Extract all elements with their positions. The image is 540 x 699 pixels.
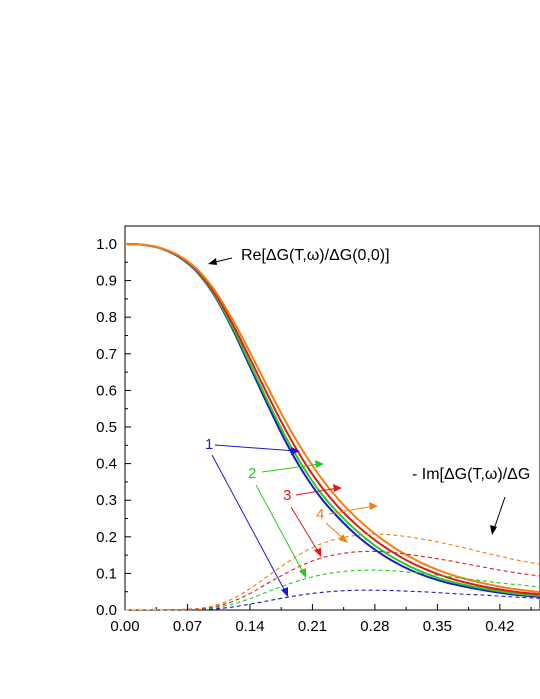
y-tick-label: 0.5 — [96, 419, 117, 436]
x-tick-label: 0.28 — [360, 618, 389, 635]
y-tick-label: 1.0 — [96, 236, 117, 253]
y-tick-label: 0.0 — [96, 602, 117, 619]
re-curve-3 — [124, 243, 540, 596]
label-3-arrowhead-a — [333, 484, 342, 492]
label-1-arrow-b — [211, 454, 287, 594]
y-tick-label: 0.3 — [96, 492, 117, 509]
label-3-arrow-b — [290, 506, 320, 554]
im-curve-4 — [124, 533, 540, 611]
im-arrow — [492, 496, 506, 533]
im-curve-2 — [124, 569, 540, 611]
re-curve-1 — [124, 243, 540, 598]
re-annotation: Re[ΔG(T,ω)/ΔG(0,0)] — [241, 247, 390, 264]
label-3-arrowhead-b — [314, 548, 321, 557]
label-3-arrow-a — [295, 487, 339, 496]
label-4-arrowhead-a — [369, 502, 378, 510]
plot-frame — [124, 225, 540, 611]
label-2-arrow-a — [261, 463, 321, 473]
y-tick-label: 0.7 — [96, 346, 117, 363]
x-axis: 0.00 0.07 0.14 0.21 0.28 0.35 0.42 — [110, 604, 532, 635]
im-annotation: - Im[ΔG(T,ω)/ΔG — [412, 466, 530, 483]
y-axis: 0.0 0.1 0.2 0.3 0.4 0.5 0.6 0.7 0.8 0.9 1.0 — [96, 236, 131, 619]
curve-label-3: 3 — [283, 487, 291, 504]
label-2-arrowhead-a — [315, 460, 324, 468]
label-4-arrow-a — [328, 505, 375, 515]
re-arrowhead — [208, 258, 217, 265]
x-tick-label: 0.21 — [298, 618, 327, 635]
re-curve-2 — [124, 243, 540, 597]
label-1-arrowhead-a — [291, 447, 300, 455]
y-tick-label: 0.8 — [96, 309, 117, 326]
label-1-arrowhead-b — [281, 587, 288, 597]
im-curve-3 — [124, 550, 540, 611]
annotations: Re[ΔG(T,ω)/ΔG(0,0)] - Im[ΔG(T,ω)/ΔG 1 2 … — [205, 247, 530, 597]
label-1-arrow-a — [214, 444, 297, 452]
y-tick-label: 0.6 — [96, 382, 117, 399]
curve-label-2: 2 — [248, 465, 256, 482]
x-tick-label: 0.14 — [235, 618, 264, 635]
y-tick-label: 0.4 — [96, 456, 117, 473]
x-tick-label: 0.07 — [173, 618, 202, 635]
x-tick-label: 0.42 — [485, 618, 514, 635]
y-tick-label: 0.2 — [96, 529, 117, 546]
label-2-arrow-b — [255, 484, 305, 575]
series-group — [124, 243, 540, 611]
y-tick-label: 0.9 — [96, 273, 117, 290]
im-curve-1 — [124, 589, 540, 611]
y-tick-label: 0.1 — [96, 565, 117, 582]
curve-label-1: 1 — [205, 436, 213, 453]
x-tick-label: 0.00 — [110, 618, 139, 635]
label-4-arrowhead-b — [339, 534, 348, 543]
label-2-arrowhead-b — [299, 568, 306, 578]
im-arrowhead — [490, 525, 497, 535]
x-tick-label: 0.35 — [423, 618, 452, 635]
plot-area — [124, 225, 540, 611]
curve-label-4: 4 — [316, 506, 324, 523]
